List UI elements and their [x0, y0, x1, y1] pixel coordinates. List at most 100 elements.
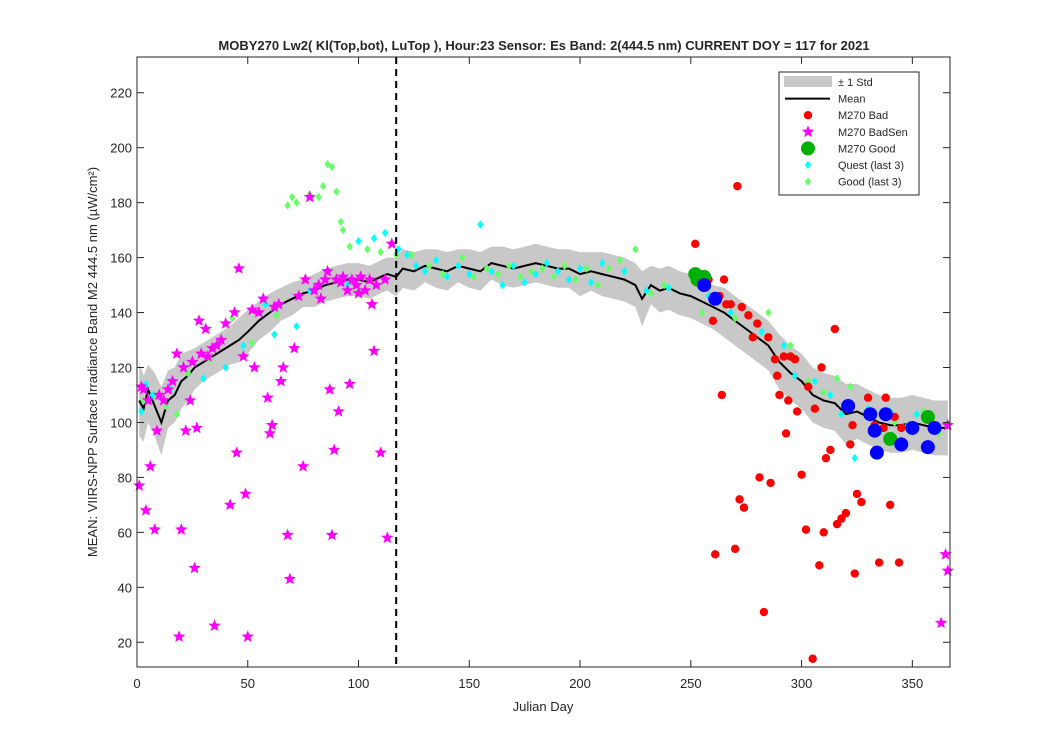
std-band-area: [139, 243, 948, 456]
y-tick-label: 200: [110, 141, 132, 156]
goodlast3-point: [337, 217, 345, 227]
goodlast3-point: [288, 192, 296, 202]
legend-box: [778, 71, 920, 196]
badsen-point: [201, 350, 215, 362]
bad-point: [773, 371, 782, 380]
legend-label: Good (last 3): [838, 177, 902, 189]
bad-point: [821, 453, 831, 463]
badsen-point: [179, 424, 192, 436]
badsen-point: [133, 479, 146, 491]
bad-point: [808, 654, 817, 663]
badsen-point: [232, 262, 246, 274]
blue-point: [927, 420, 942, 435]
bad-point: [792, 407, 802, 416]
badsen-point: [359, 284, 372, 296]
goodlast3-point: [594, 280, 601, 290]
x-tick-label: 0: [133, 676, 140, 691]
badsen-point: [365, 297, 378, 310]
bad-point: [719, 275, 729, 284]
goodlast3-point: [805, 377, 812, 386]
goodlast3-point: [248, 338, 256, 347]
bad-point: [885, 500, 895, 510]
x-tick-label: 350: [901, 676, 923, 691]
quest-point: [404, 250, 411, 260]
badsen-point: [363, 273, 376, 285]
badsen-point: [150, 424, 164, 436]
quest-point: [587, 278, 595, 287]
bad-point: [766, 478, 775, 488]
quest-point: [370, 234, 378, 243]
goodlast3-point: [698, 308, 706, 317]
badsen-point: [935, 616, 948, 629]
x-tick-label: 100: [348, 676, 370, 691]
quest-point: [395, 245, 402, 254]
quest-point: [499, 280, 506, 290]
badsen-point: [939, 547, 952, 560]
badsen-point: [188, 561, 201, 574]
blue-point: [920, 440, 935, 455]
legend-item-mean: Mean: [785, 94, 866, 106]
bad-point: [881, 393, 890, 402]
bad-point: [737, 302, 746, 312]
std-band-layer: [139, 243, 948, 456]
quest-point: [811, 377, 819, 386]
quest-point: [643, 286, 650, 295]
points-layer: [133, 159, 954, 663]
badsen-point: [354, 270, 367, 283]
goodlast3-point: [377, 247, 384, 257]
badsen-point: [319, 273, 332, 285]
bad-point: [852, 489, 862, 499]
goodlast3-point: [470, 272, 477, 282]
badsen-point: [345, 273, 359, 285]
badsen-point: [170, 347, 184, 359]
blue-point: [697, 278, 712, 293]
good-point: [883, 431, 898, 446]
blue-point: [867, 423, 882, 438]
badsen-point: [144, 459, 157, 472]
badsen-point: [330, 273, 343, 285]
badsen-point: [177, 361, 190, 373]
legend: ± 1 Std Mean M270 Bad M270 BadSen M270 Good Q…: [778, 71, 920, 196]
legend-bad-swatch: [803, 111, 813, 120]
badsen-point: [228, 306, 241, 318]
bad-point: [790, 355, 800, 364]
bad-point: [748, 333, 758, 342]
badsen-point: [341, 284, 354, 296]
badsen-point: [303, 190, 316, 203]
goodlast3-point: [765, 308, 772, 317]
goodlast3-point: [561, 261, 568, 271]
y-tick-label: 80: [118, 470, 132, 485]
badsen-point: [332, 405, 345, 417]
bad-point: [775, 390, 784, 400]
badsen-point: [281, 528, 294, 541]
goodlast3-point: [229, 313, 236, 323]
quest-point: [665, 283, 672, 293]
bad-point: [815, 561, 824, 570]
bad-point: [850, 569, 859, 578]
quest-point: [554, 267, 562, 276]
badsen-point: [223, 498, 237, 511]
goodlast3-point: [483, 264, 491, 273]
quest-point: [791, 371, 799, 380]
bad-point: [826, 445, 835, 455]
y-axis: 20 40 60 80 100 120 140 160 180 200 220: [110, 86, 950, 650]
badsen-point: [139, 503, 152, 516]
goodlast3-point: [517, 272, 524, 282]
legend-badsen-swatch: [801, 125, 815, 138]
goodlast3-point: [439, 269, 446, 279]
badsen-point: [135, 380, 148, 392]
goodlast3-point: [426, 261, 433, 271]
bad-point: [726, 300, 735, 309]
bad-point: [753, 319, 762, 328]
badsen-point: [239, 487, 252, 500]
goodlast3-point: [293, 198, 300, 207]
quest-point: [565, 275, 573, 284]
badsen-point: [153, 388, 166, 401]
badsen-point: [263, 426, 277, 439]
bad-point: [710, 550, 720, 559]
badsen-point: [385, 237, 398, 250]
goodlast3-point: [494, 269, 502, 279]
x-axis: 0 50 100 150 200 250 300 350: [133, 57, 923, 691]
badsen-point: [350, 278, 363, 291]
